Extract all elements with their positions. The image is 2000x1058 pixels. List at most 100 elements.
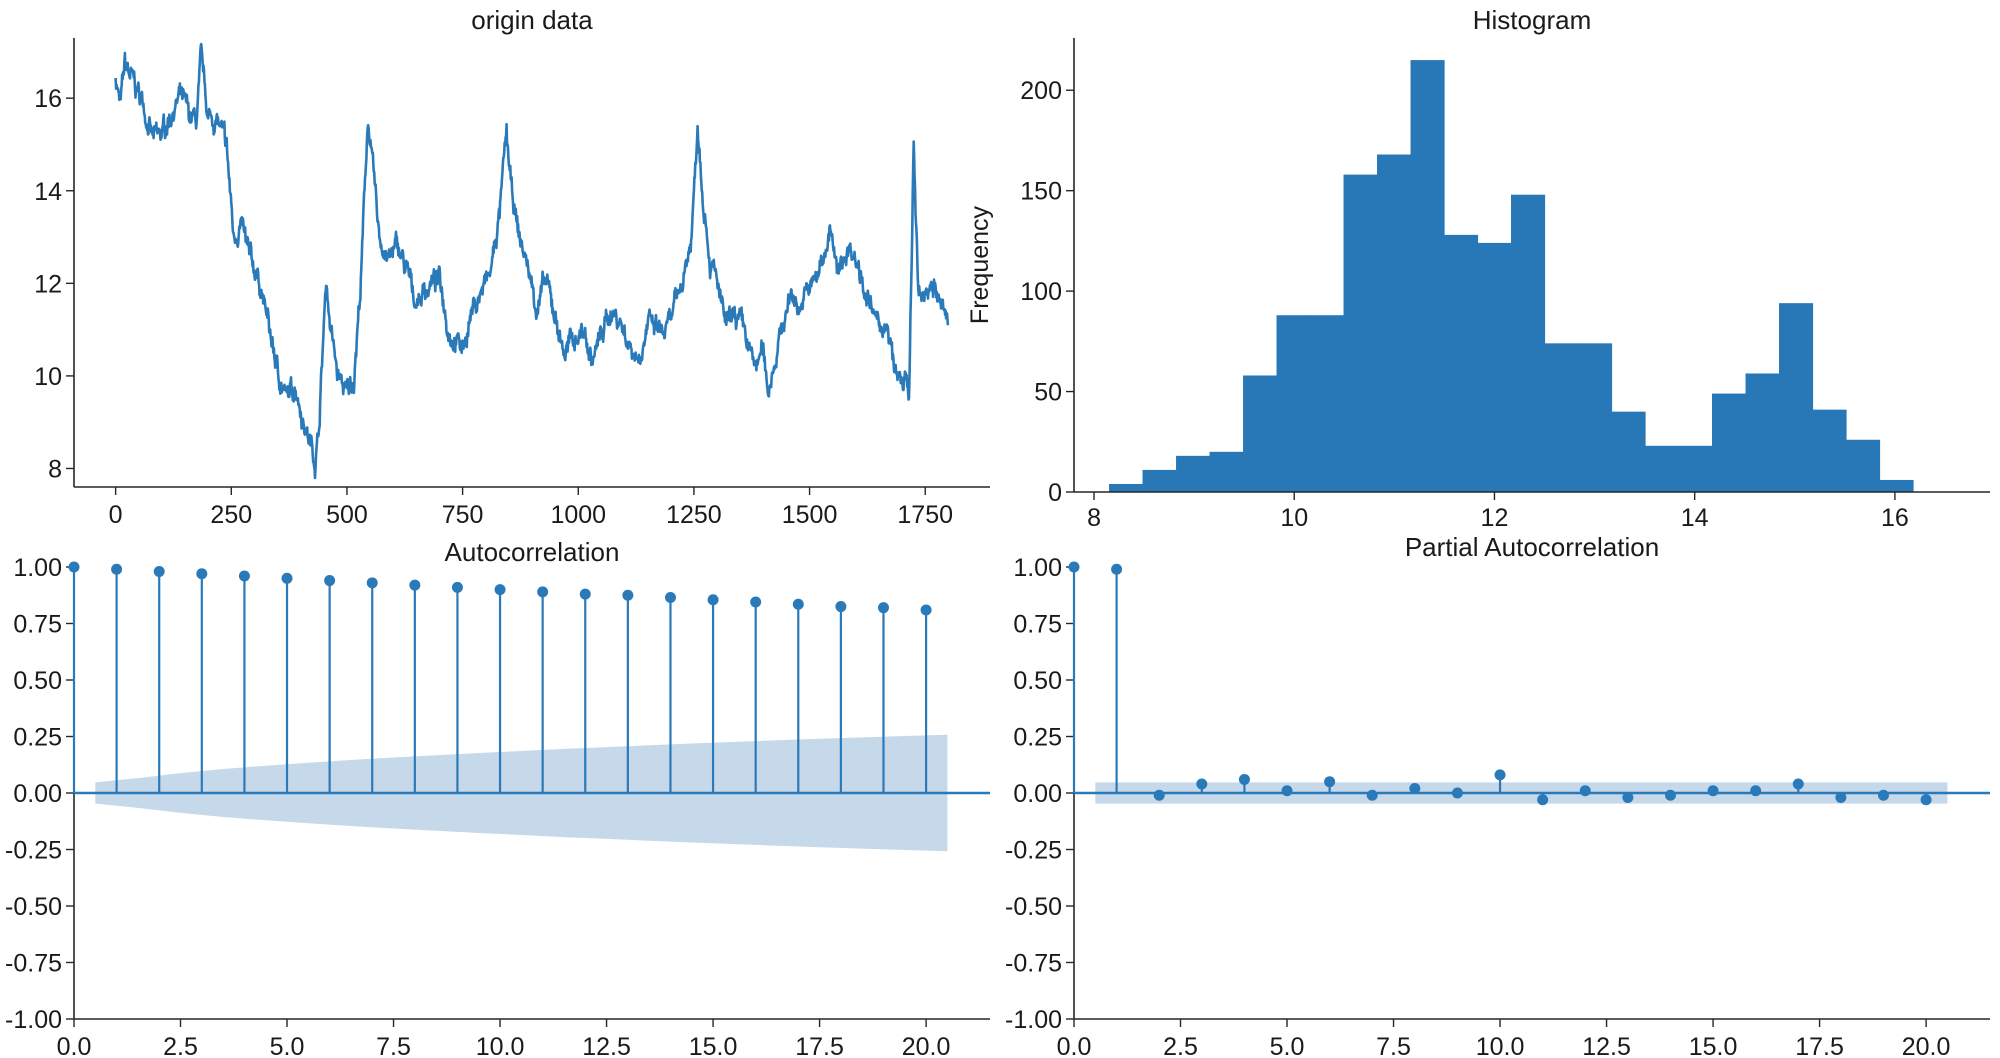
histogram-bar (1343, 174, 1378, 492)
pacf-x-tick-label: 15.0 (1689, 1033, 1738, 1058)
histogram-bar (1812, 409, 1847, 492)
histogram-bar (1477, 242, 1512, 492)
pacf-marker-lag-7 (1366, 789, 1378, 801)
acf-title: Autocorrelation (445, 537, 620, 567)
acf-x-tick-label: 5.0 (270, 1033, 305, 1058)
pacf-y-tick-label: -0.25 (1005, 837, 1062, 865)
acf-marker-lag-0 (68, 561, 80, 573)
origin-y-tick-label: 14 (34, 178, 62, 206)
pacf-x-tick-label: 20.0 (1902, 1033, 1951, 1058)
pacf-marker-lag-14 (1664, 789, 1676, 801)
acf-x-tick-label: 15.0 (689, 1033, 738, 1058)
acf-marker-lag-8 (409, 579, 421, 591)
acf-x-tick-label: 10.0 (476, 1033, 525, 1058)
pacf-marker-lag-1 (1111, 563, 1123, 575)
pacf-y-tick-label: 1.00 (1013, 554, 1062, 582)
origin-y-tick-label: 8 (48, 455, 62, 483)
pacf-y-tick-label: 0.50 (1013, 667, 1062, 695)
histogram-y-tick-label: 0 (1048, 479, 1062, 507)
acf-y-tick-label: 0.25 (13, 724, 62, 752)
acf-marker-lag-12 (579, 588, 591, 600)
pacf-marker-lag-0 (1068, 561, 1080, 573)
histogram-bar (1544, 343, 1579, 492)
acf-marker-lag-14 (664, 592, 676, 604)
histogram-panel: Histogram 0 50 100 150 200 8 10 12 14 16 Frequency (966, 5, 1990, 532)
acf-marker-lag-19 (877, 602, 889, 614)
pacf-x-tick-label: 2.5 (1163, 1033, 1198, 1058)
pacf-marker-lag-2 (1153, 789, 1165, 801)
acf-marker-lag-1 (111, 563, 123, 575)
acf-y-tick-label: 0.75 (13, 611, 62, 639)
acf-y-tick-label: -1.00 (5, 1006, 62, 1034)
acf-marker-lag-4 (238, 570, 250, 582)
histogram-bar (1745, 373, 1780, 492)
pacf-marker-lag-13 (1622, 792, 1634, 804)
origin-x-tick-label: 500 (326, 501, 368, 529)
histogram-bar (1243, 375, 1278, 492)
histogram-bar (1176, 455, 1211, 492)
pacf-marker-lag-10 (1494, 769, 1506, 781)
origin-x-tick-label: 1250 (666, 501, 722, 529)
pacf-marker-lag-6 (1324, 776, 1336, 788)
acf-y-tick-label: -0.25 (5, 837, 62, 865)
acf-marker-lag-6 (324, 575, 336, 587)
pacf-marker-lag-20 (1920, 794, 1932, 806)
acf-x-tick-label: 12.5 (582, 1033, 631, 1058)
pacf-y-tick-label: -1.00 (1005, 1006, 1062, 1034)
histogram-x-tick-label: 16 (1881, 504, 1909, 532)
pacf-marker-lag-19 (1877, 789, 1889, 801)
histogram-bar (1678, 445, 1713, 492)
pacf-marker-lag-11 (1537, 794, 1549, 806)
acf-y-tick-label: 0.00 (13, 780, 62, 808)
pacf-x-tick-label: 7.5 (1376, 1033, 1411, 1058)
pacf-marker-lag-17 (1792, 778, 1804, 790)
pacf-y-tick-label: -0.75 (1005, 950, 1062, 978)
pacf-marker-lag-18 (1835, 792, 1847, 804)
histogram-bar (1712, 393, 1747, 492)
acf-marker-lag-16 (750, 596, 762, 608)
acf-y-tick-label: -0.75 (5, 950, 62, 978)
acf-marker-lag-18 (835, 601, 847, 613)
histogram-x-tick-label: 12 (1481, 504, 1509, 532)
origin-x-tick-label: 250 (210, 501, 252, 529)
histogram-bar (1511, 194, 1546, 493)
histogram-bar (1276, 315, 1311, 492)
pacf-x-tick-label: 12.5 (1582, 1033, 1631, 1058)
histogram-bar (1377, 154, 1412, 492)
histogram-bar (1779, 303, 1814, 492)
histogram-x-tick-label: 10 (1280, 504, 1308, 532)
origin-x-tick-label: 750 (442, 501, 484, 529)
acf-y-tick-label: -0.50 (5, 893, 62, 921)
acf-marker-lag-20 (920, 604, 932, 616)
histogram-y-axis-label: Frequency (966, 205, 994, 324)
pacf-marker-lag-12 (1579, 785, 1591, 797)
histogram-y-tick-label: 200 (1020, 77, 1062, 105)
acf-marker-lag-15 (707, 594, 719, 606)
acf-x-tick-label: 0.0 (57, 1033, 92, 1058)
histogram-bar (1611, 411, 1646, 492)
origin-title: origin data (471, 5, 593, 35)
acf-y-tick-label: 0.50 (13, 667, 62, 695)
acf-marker-lag-3 (196, 568, 208, 580)
pacf-y-tick-label: 0.25 (1013, 724, 1062, 752)
pacf-x-tick-label: 17.5 (1795, 1033, 1844, 1058)
histogram-y-tick-label: 100 (1020, 278, 1062, 306)
origin-x-tick-label: 1000 (550, 501, 606, 529)
partial-autocorrelation-panel: Partial Autocorrelation 1.00 0.75 0.50 0.25 0… (1005, 532, 1990, 1058)
acf-marker-lag-11 (537, 586, 549, 598)
pacf-y-tick-label: -0.50 (1005, 893, 1062, 921)
acf-marker-lag-7 (366, 577, 378, 589)
acf-marker-lag-10 (494, 584, 506, 596)
pacf-marker-lag-9 (1451, 787, 1463, 799)
pacf-title: Partial Autocorrelation (1405, 532, 1659, 562)
pacf-marker-lag-5 (1281, 785, 1293, 797)
origin-y-tick-label: 12 (34, 270, 62, 298)
origin-x-tick-label: 0 (109, 501, 123, 529)
histogram-bar (1142, 469, 1177, 492)
acf-x-tick-label: 20.0 (902, 1033, 951, 1058)
autocorrelation-panel: Autocorrelation 1.00 0.75 0.50 0.25 0.00 -0.25… (5, 537, 990, 1058)
acf-marker-lag-17 (792, 598, 804, 610)
pacf-marker-lag-16 (1750, 785, 1762, 797)
